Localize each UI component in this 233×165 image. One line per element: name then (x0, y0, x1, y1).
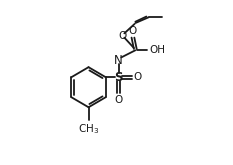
Text: O: O (129, 26, 137, 36)
Text: S: S (114, 71, 123, 84)
Text: O: O (134, 72, 142, 82)
Text: CH$_3$: CH$_3$ (78, 122, 99, 136)
Text: N: N (114, 54, 123, 67)
Text: O: O (118, 31, 127, 41)
Text: O: O (114, 95, 123, 105)
Text: OH: OH (149, 45, 165, 55)
